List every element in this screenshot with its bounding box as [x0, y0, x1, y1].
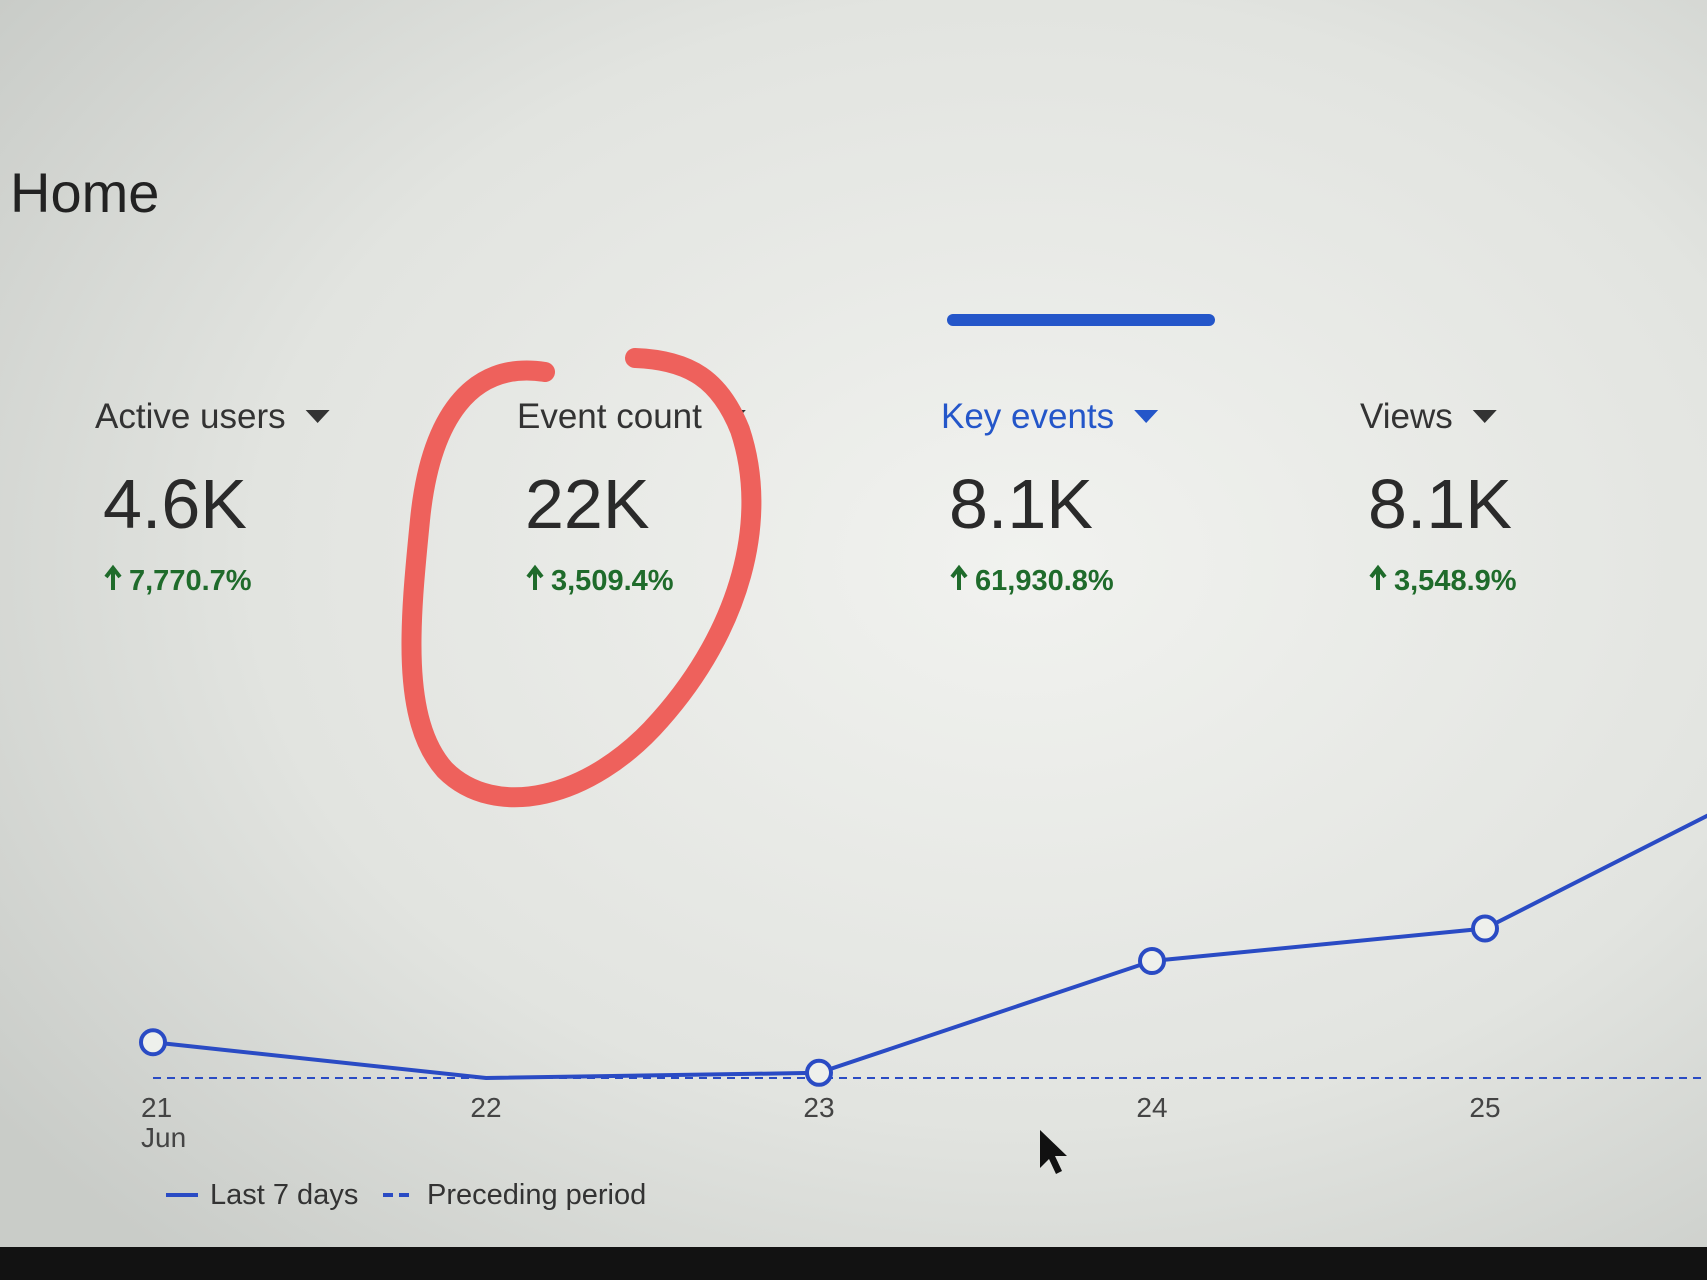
page-title: Home	[10, 161, 159, 224]
metric-card[interactable]: Key events 8.1K 61,930.8%	[941, 397, 1159, 597]
selected-tab-indicator	[947, 314, 1215, 326]
metric-name: Event count	[517, 397, 702, 436]
x-month-label: Jun	[141, 1122, 186, 1153]
metric-name: Key events	[941, 397, 1114, 436]
x-tick-label: 22	[470, 1092, 501, 1123]
metric-value: 4.6K	[103, 465, 247, 543]
metric-cards: Active users 4.6K 7,770.7% Event count 22K 3,…	[95, 397, 1517, 597]
x-tick-label: 25	[1469, 1092, 1500, 1123]
up-arrow	[104, 564, 122, 590]
data-point	[1138, 947, 1166, 975]
metric-name: Views	[1360, 397, 1453, 436]
data-point	[1471, 914, 1499, 943]
up-arrow	[1369, 564, 1387, 590]
metric-card[interactable]: Event count 22K 3,509.4%	[517, 397, 746, 597]
dropdown-arrow	[305, 410, 330, 423]
metric-change: 7,770.7%	[129, 565, 252, 597]
x-tick-label: 23	[803, 1092, 834, 1123]
series-line	[152, 813, 1707, 1081]
dropdown-arrow	[1134, 410, 1159, 423]
metric-value: 8.1K	[1368, 465, 1512, 543]
up-arrow	[526, 564, 544, 590]
data-point	[139, 1028, 167, 1057]
metric-card[interactable]: Views 8.1K 3,548.9%	[1360, 397, 1517, 597]
line-chart: 21 22 23 24 25 Jun Last 7 days Preceding period	[139, 813, 1707, 1211]
up-arrow	[950, 564, 968, 590]
metric-card[interactable]: Active users 4.6K 7,770.7%	[95, 397, 330, 597]
metric-name: Active users	[95, 397, 286, 436]
data-point	[805, 1058, 833, 1087]
metric-change: 3,548.9%	[1394, 565, 1517, 597]
metric-change: 3,509.4%	[551, 565, 674, 597]
mouse-cursor	[1040, 1130, 1067, 1174]
x-tick-label: 24	[1136, 1092, 1167, 1123]
x-tick-label: 21	[141, 1092, 172, 1123]
hand-drawn-circle	[401, 348, 762, 808]
background	[0, 0, 1707, 1247]
screen-bezel	[0, 1247, 1707, 1280]
metric-change: 61,930.8%	[975, 565, 1114, 597]
dropdown-arrow	[1472, 410, 1497, 423]
metric-value: 22K	[525, 465, 650, 543]
legend-label: Preceding period	[427, 1179, 646, 1211]
legend-label: Last 7 days	[210, 1179, 358, 1211]
metric-value: 8.1K	[949, 465, 1093, 543]
